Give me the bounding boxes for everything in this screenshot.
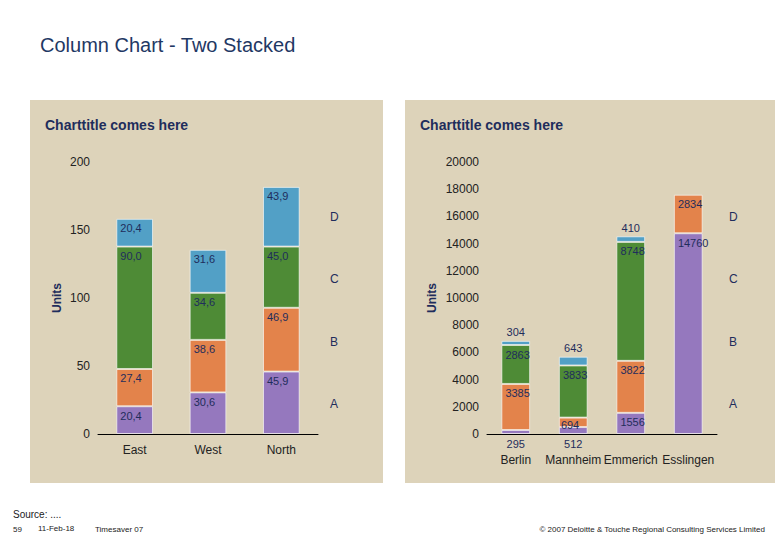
svg-text:694: 694 [561,419,579,431]
svg-text:8748: 8748 [620,245,644,257]
svg-text:46,9: 46,9 [267,311,288,323]
svg-text:A: A [729,397,737,411]
svg-text:Source: ....: Source: .... [13,509,61,520]
svg-text:200: 200 [70,155,90,169]
svg-text:10000: 10000 [446,291,480,305]
svg-text:Charttitle comes here: Charttitle comes here [45,117,188,133]
svg-text:Charttitle comes here: Charttitle comes here [420,117,563,133]
svg-text:59: 59 [13,525,22,534]
svg-text:C: C [729,272,738,286]
svg-text:295: 295 [507,438,525,450]
svg-text:C: C [330,272,339,286]
svg-text:D: D [330,210,339,224]
svg-text:6000: 6000 [452,345,479,359]
svg-text:1556: 1556 [620,416,644,428]
svg-text:0: 0 [83,427,90,441]
svg-text:512: 512 [564,438,582,450]
svg-text:45,9: 45,9 [267,375,288,387]
svg-text:Column Chart - Two Stacked: Column Chart - Two Stacked [40,34,295,56]
svg-text:20,4: 20,4 [120,410,141,422]
svg-text:North: North [267,443,296,457]
svg-text:20,4: 20,4 [120,222,141,234]
svg-text:B: B [729,335,737,349]
svg-text:90,0: 90,0 [120,250,141,262]
svg-text:Emmerich: Emmerich [604,453,658,467]
svg-text:304: 304 [507,326,525,338]
svg-text:18000: 18000 [446,182,480,196]
svg-text:2834: 2834 [678,198,702,210]
svg-text:Esslingen: Esslingen [662,453,714,467]
svg-text:12000: 12000 [446,264,480,278]
svg-text:D: D [729,210,738,224]
svg-text:4000: 4000 [452,373,479,387]
svg-text:34,6: 34,6 [194,296,215,308]
svg-text:Mannheim: Mannheim [545,453,601,467]
svg-text:2863: 2863 [505,349,529,361]
svg-text:East: East [123,443,148,457]
svg-text:Berlin: Berlin [500,453,531,467]
svg-text:31,6: 31,6 [194,253,215,265]
svg-text:16000: 16000 [446,209,480,223]
svg-text:Timesaver 07: Timesaver 07 [95,525,144,534]
svg-text:B: B [330,335,338,349]
svg-text:27,4: 27,4 [120,372,141,384]
svg-text:643: 643 [564,342,582,354]
svg-text:11-Feb-18: 11-Feb-18 [38,524,75,533]
svg-text:8000: 8000 [452,318,479,332]
svg-text:© 2007 Deloitte & Touche Regio: © 2007 Deloitte & Touche Regional Consul… [539,525,764,534]
svg-text:West: West [194,443,222,457]
svg-text:45,0: 45,0 [267,250,288,262]
svg-text:20000: 20000 [446,155,480,169]
svg-text:50: 50 [77,359,91,373]
svg-text:14760: 14760 [678,237,709,249]
svg-text:0: 0 [472,427,479,441]
svg-text:3822: 3822 [620,364,644,376]
svg-text:43,9: 43,9 [267,190,288,202]
svg-text:A: A [330,397,338,411]
svg-text:410: 410 [622,222,640,234]
svg-text:30,6: 30,6 [194,396,215,408]
svg-text:38,6: 38,6 [194,343,215,355]
svg-text:Units: Units [425,283,439,313]
svg-text:150: 150 [70,223,90,237]
svg-text:Units: Units [50,283,64,313]
svg-text:3833: 3833 [563,369,587,381]
svg-text:2000: 2000 [452,400,479,414]
svg-text:100: 100 [70,291,90,305]
svg-text:14000: 14000 [446,237,480,251]
svg-text:3385: 3385 [505,387,529,399]
